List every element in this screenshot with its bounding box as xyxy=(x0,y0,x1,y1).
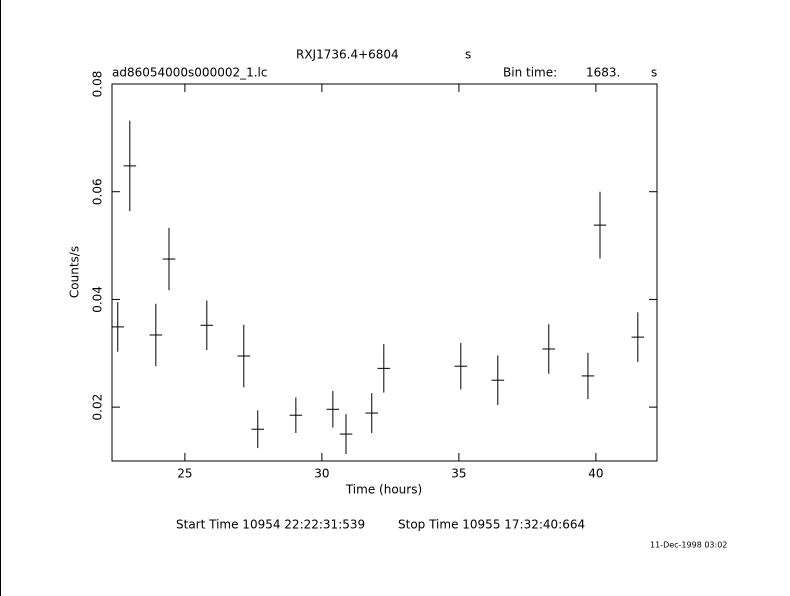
subtitle: ad86054000s000002_1.lc xyxy=(112,66,268,80)
bin-time-label: Bin time: xyxy=(503,66,557,80)
bin-time-unit: s xyxy=(651,66,657,80)
bin-time: 1683. xyxy=(586,66,620,80)
start-time: Start Time 10954 22:22:31:539 xyxy=(176,518,365,532)
x-tick-label: 35 xyxy=(451,467,466,481)
chart-title: RXJ1736.4+6804 xyxy=(296,48,399,62)
y-axis-label: Counts/s xyxy=(68,246,82,298)
stop-time: Stop Time 10955 17:32:40:664 xyxy=(398,518,585,532)
x-tick-label: 40 xyxy=(588,467,603,481)
y-tick-label: 0.08 xyxy=(91,71,105,98)
x-tick-label: 25 xyxy=(177,467,192,481)
y-tick-label: 0.06 xyxy=(91,178,105,205)
date: 11-Dec-1998 03:02 xyxy=(650,541,727,550)
plot-frame xyxy=(111,83,658,462)
x-axis-label: Time (hours) xyxy=(345,483,422,497)
y-tick-label: 0.02 xyxy=(91,394,105,421)
title-unit: s xyxy=(465,48,471,62)
x-tick-label: 30 xyxy=(314,467,329,481)
y-tick-label: 0.04 xyxy=(91,286,105,313)
